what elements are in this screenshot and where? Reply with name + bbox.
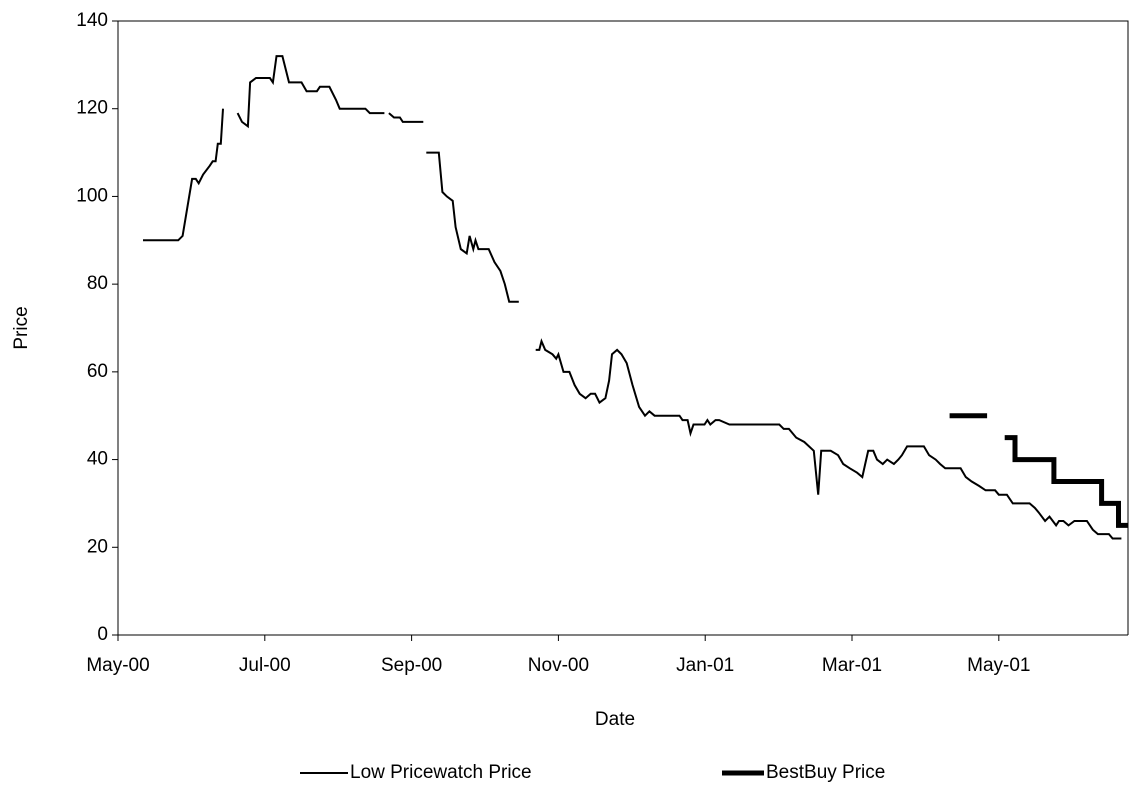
x-tick-label: May-00	[86, 655, 149, 676]
x-tick-label: Jul-00	[239, 655, 291, 676]
x-tick-label: Jan-01	[676, 655, 734, 676]
x-tick-label: Nov-00	[528, 655, 589, 676]
series-line	[949, 413, 1128, 528]
y-tick-label: 140	[76, 10, 108, 31]
x-tick-label: Mar-01	[822, 655, 882, 676]
legend-label: Low Pricewatch Price	[350, 762, 532, 783]
y-tick-label: 40	[87, 449, 108, 470]
x-tick-label: Sep-00	[381, 655, 442, 676]
y-tick-label: 20	[87, 536, 108, 557]
plot-frame	[118, 20, 1129, 635]
series-line	[143, 55, 1122, 540]
y-tick-label: 0	[97, 624, 108, 645]
y-axis-title: Price	[11, 306, 32, 349]
y-tick-label: 60	[87, 361, 108, 382]
legend-label: BestBuy Price	[766, 762, 885, 783]
y-tick-label: 120	[76, 98, 108, 119]
x-axis-title: Date	[595, 709, 635, 730]
y-tick-label: 100	[76, 185, 108, 206]
x-tick-label: May-01	[967, 655, 1030, 676]
y-tick-label: 80	[87, 273, 108, 294]
